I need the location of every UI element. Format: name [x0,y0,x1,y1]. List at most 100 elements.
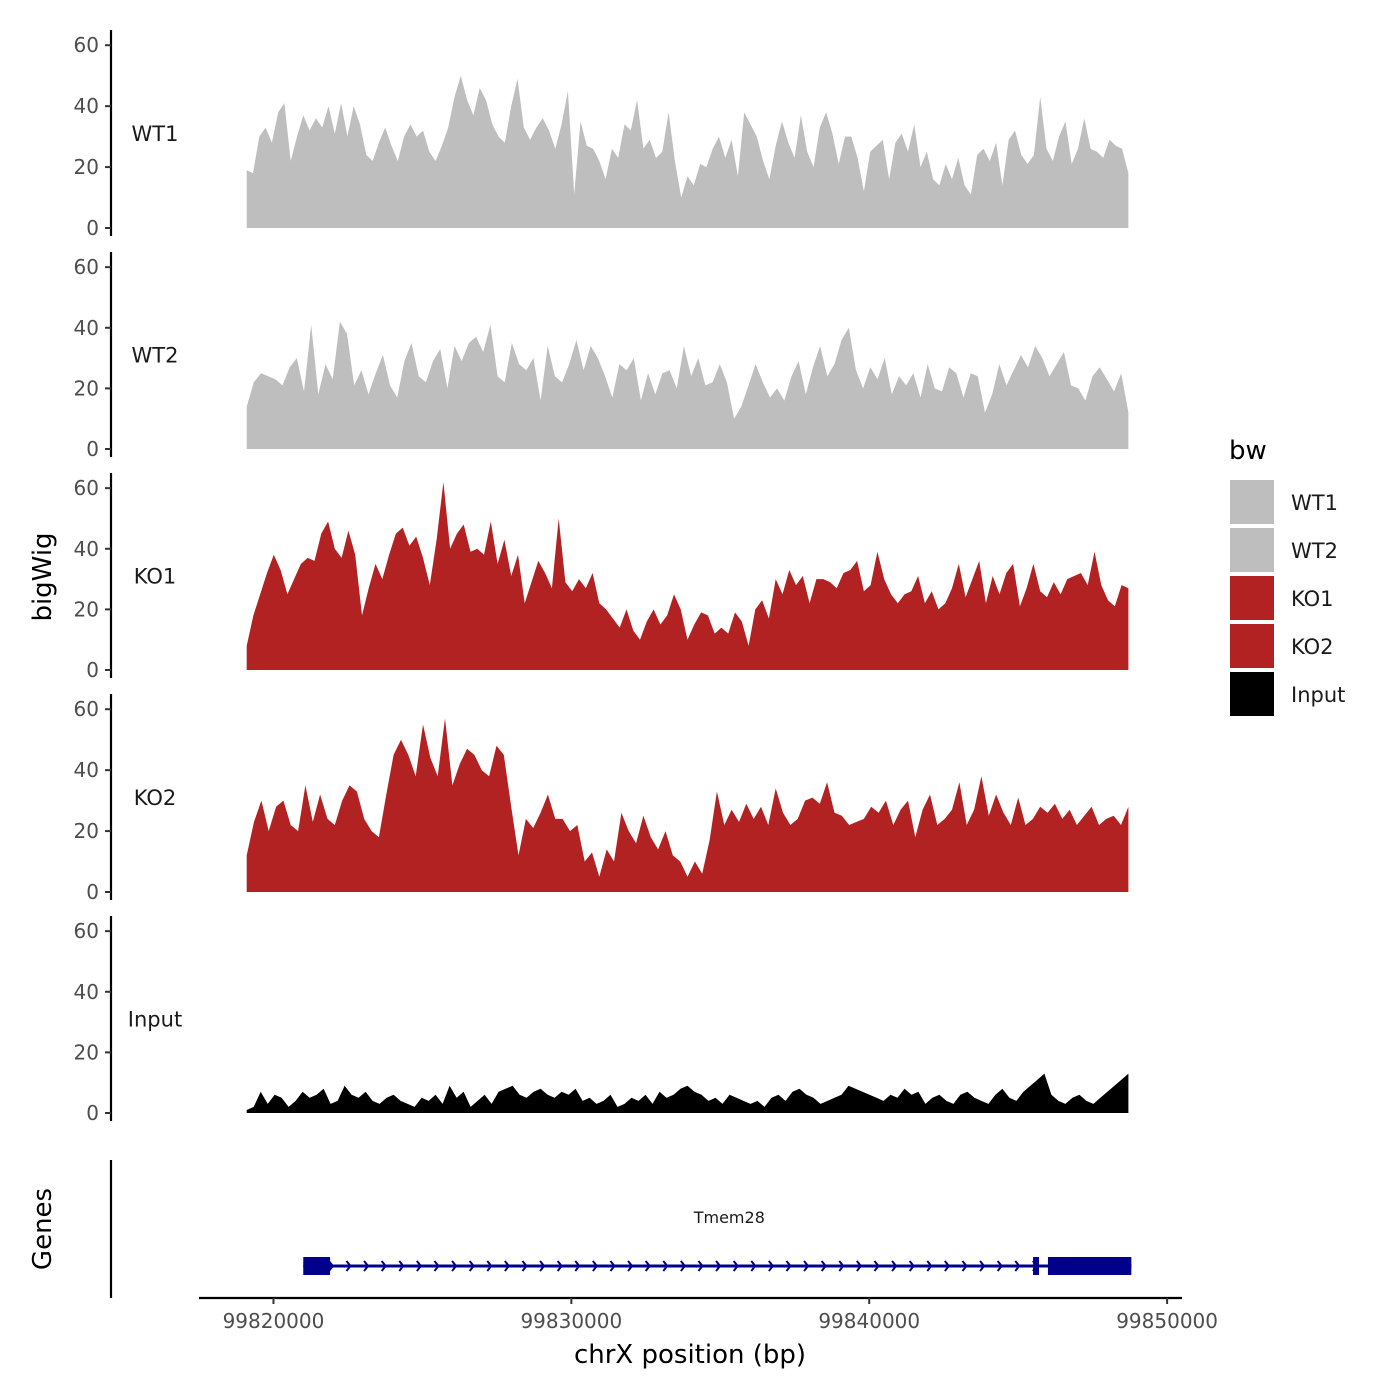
coverage-tracks: 0 20 40 60 WT1 0 20 40 60 WT2 0 20 40 60 KO1 0 20 40 60 KO2… [74,30,1129,1125]
strand-chevron [750,1260,757,1272]
strand-chevron [521,1260,528,1272]
strand-chevron [803,1260,810,1272]
strand-chevron [944,1260,951,1272]
y-tick-label: 60 [74,33,99,57]
x-tick-label: 99820000 [223,1309,325,1333]
gene-exon [1047,1257,1132,1275]
strand-chevron [856,1260,863,1272]
strand-chevron [732,1260,739,1272]
legend: bw WT1 WT2 KO1 KO2 Input [1229,436,1345,716]
y-tick-label: 40 [74,537,99,561]
strand-chevron [891,1260,898,1272]
strand-chevron [662,1260,669,1272]
track-ko2: 0 20 40 60 KO2 [74,694,1129,904]
strand-chevron [644,1260,651,1272]
legend-label: KO2 [1291,635,1334,659]
y-tick-label: 40 [74,758,99,782]
legend-entry-input: Input [1230,672,1345,716]
y-tick-label: 60 [74,255,99,279]
legend-label: WT2 [1291,539,1338,563]
strand-chevron [486,1260,493,1272]
strand-chevron [398,1260,405,1272]
legend-label: KO1 [1291,587,1334,611]
track-label: WT2 [132,344,179,368]
strand-chevron [961,1260,968,1272]
gene-tmem28: Tmem28 [303,1208,1132,1275]
y-tick-label: 0 [86,658,99,682]
legend-swatch [1230,528,1274,572]
track-label: KO1 [134,565,177,589]
legend-swatch [1230,576,1274,620]
strand-chevron [820,1260,827,1272]
strand-chevron [768,1260,775,1272]
y-tick-label: 20 [74,819,99,843]
y-tick-label: 0 [86,216,99,240]
strand-chevron [416,1260,423,1272]
track-label: Input [128,1008,182,1032]
y-tick-label: 20 [74,155,99,179]
strand-chevron [609,1260,616,1272]
strand-chevron [979,1260,986,1272]
strand-chevron [785,1260,792,1272]
x-tick-label: 99830000 [520,1309,622,1333]
x-ticks: 99820000 99830000 99840000 99850000 [223,1298,1218,1333]
legend-entry-ko2: KO2 [1230,624,1334,668]
strand-chevron [328,1260,335,1272]
strand-chevron [363,1260,370,1272]
legend-swatch [1230,480,1274,524]
strand-chevron [574,1260,581,1272]
x-axis-title: chrX position (bp) [574,1340,806,1370]
strand-chevron [345,1260,352,1272]
strand-chevron [468,1260,475,1272]
legend-entry-wt1: WT1 [1230,480,1338,524]
track-label: KO2 [134,786,177,810]
strand-chevron [1014,1260,1021,1272]
legend-label: WT1 [1291,491,1338,515]
y-tick-label: 40 [74,316,99,340]
coverage-area-wt1 [246,75,1129,228]
track-wt1: 0 20 40 60 WT1 [74,30,1129,240]
strand-chevron [504,1260,511,1272]
coverage-area-ko1 [246,482,1129,670]
y-tick-label: 20 [74,1040,99,1064]
strand-chevron [556,1260,563,1272]
track-label: WT1 [132,122,179,146]
strand-chevron [926,1260,933,1272]
strand-chevron [697,1260,704,1272]
strand-chevron [680,1260,687,1272]
legend-entries: WT1 WT2 KO1 KO2 Input [1230,480,1345,716]
strand-chevron [592,1260,599,1272]
y-tick-label: 0 [86,1101,99,1125]
coverage-area-ko2 [246,718,1129,892]
strand-chevron [451,1260,458,1272]
strand-chevron [996,1260,1003,1272]
strand-chevron [433,1260,440,1272]
coverage-area-input [246,1073,1129,1113]
y-tick-label: 20 [74,597,99,621]
coverage-area-wt2 [246,321,1129,449]
legend-swatch [1230,672,1274,716]
gene-exon [303,1257,331,1275]
x-tick-label: 99850000 [1116,1309,1218,1333]
gene-models: Tmem28 [303,1208,1132,1275]
y-axis-title: bigWig [28,532,58,621]
track-input: 0 20 40 60 Input [74,916,1129,1125]
legend-entry-wt2: WT2 [1230,528,1338,572]
y-tick-label: 20 [74,376,99,400]
gene-panel: Genes Tmem28 [28,1160,1132,1298]
y-tick-label: 60 [74,919,99,943]
legend-entry-ko1: KO1 [1230,576,1334,620]
legend-swatch [1230,624,1274,668]
gene-exon [1033,1257,1040,1275]
track-wt2: 0 20 40 60 WT2 [74,252,1129,461]
y-tick-label: 40 [74,980,99,1004]
legend-title: bw [1229,436,1267,466]
strand-chevron [539,1260,546,1272]
y-tick-label: 0 [86,880,99,904]
strand-chevron [715,1260,722,1272]
x-tick-label: 99840000 [818,1309,920,1333]
x-axis: 99820000 99830000 99840000 99850000 chrX po… [199,1296,1218,1370]
strand-chevron [838,1260,845,1272]
track-ko1: 0 20 40 60 KO1 [74,473,1129,682]
